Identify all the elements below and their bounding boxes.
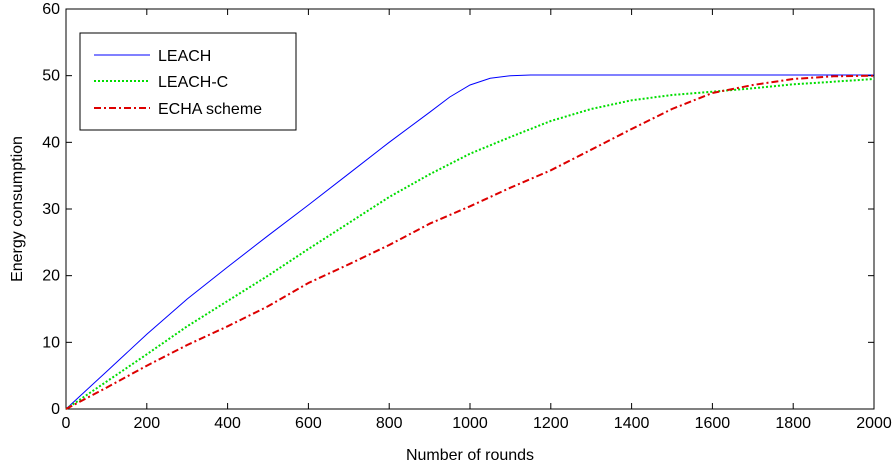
y-tick-label: 20 [42,268,60,285]
x-tick-label: 1600 [695,415,731,432]
y-tick-label: 0 [51,401,60,418]
y-tick-label: 30 [42,201,60,218]
x-tick-label: 800 [376,415,403,432]
series-line-leach [65,74,874,410]
legend-label: ECHA scheme [158,101,262,118]
y-axis-label: Energy consumption [9,136,26,282]
series-line-echa-scheme [65,74,875,410]
x-tick-label: 1800 [775,415,811,432]
x-tick-label: 1200 [533,415,569,432]
x-tick-label: 200 [133,415,160,432]
legend-label: LEACH [158,48,211,65]
x-tick-label: 400 [214,415,241,432]
y-tick-label: 50 [42,68,60,85]
y-tick-label: 40 [42,134,60,151]
x-tick-label: 600 [295,415,322,432]
axis-ticks: 0 200 400 600 800 1000 1200 1400 1600 1800 2000 0 10… [42,1,892,432]
legend: LEACH LEACH-C ECHA scheme [79,32,297,131]
x-tick-label: 0 [62,415,71,432]
series-line-leach-c [65,78,875,410]
x-tick-label: 1400 [614,415,650,432]
y-tick-label: 60 [42,1,60,18]
x-tick-label: 2000 [856,415,892,432]
x-tick-label: 1000 [452,415,488,432]
y-tick-label: 10 [42,334,60,351]
x-axis-label: Number of rounds [406,447,534,464]
legend-label: LEACH-C [158,74,228,91]
series-layer [65,74,875,410]
